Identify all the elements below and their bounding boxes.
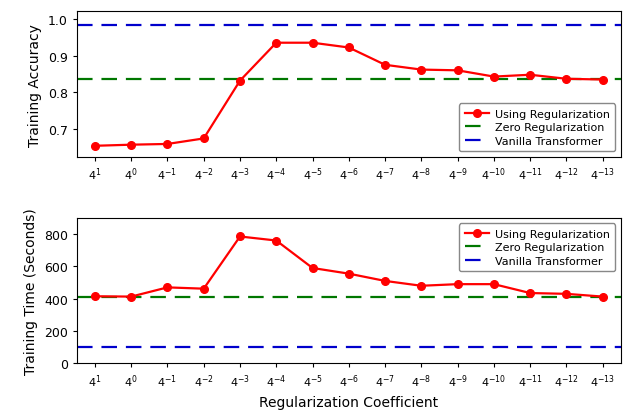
- Y-axis label: Training Accuracy: Training Accuracy: [28, 24, 42, 146]
- Using Regularization: [127, 294, 135, 299]
- Using Regularization: [200, 287, 207, 292]
- Legend: Using Regularization, Zero Regularization, Vanilla Transformer: Using Regularization, Zero Regularizatio…: [459, 104, 615, 152]
- Using Regularization: [345, 46, 353, 51]
- Zero Regularization: [91, 295, 99, 300]
- Using Regularization: [490, 282, 498, 287]
- Using Regularization: [526, 73, 534, 78]
- Using Regularization: [454, 282, 461, 287]
- X-axis label: Regularization Coefficient: Regularization Coefficient: [259, 394, 438, 408]
- Using Regularization: [127, 143, 135, 148]
- Using Regularization: [236, 235, 244, 240]
- Using Regularization: [381, 279, 389, 284]
- Zero Regularization: [127, 295, 135, 300]
- Using Regularization: [599, 294, 607, 299]
- Using Regularization: [563, 77, 570, 82]
- Vanilla Transformer: [91, 345, 99, 350]
- Line: Using Regularization: Using Regularization: [91, 233, 607, 301]
- Using Regularization: [164, 142, 172, 147]
- Using Regularization: [417, 284, 425, 289]
- Using Regularization: [417, 68, 425, 73]
- Line: Using Regularization: Using Regularization: [91, 40, 607, 150]
- Zero Regularization: [91, 78, 99, 83]
- Using Regularization: [273, 238, 280, 243]
- Using Regularization: [236, 79, 244, 84]
- Using Regularization: [345, 271, 353, 276]
- Using Regularization: [200, 137, 207, 142]
- Using Regularization: [91, 144, 99, 149]
- Legend: Using Regularization, Zero Regularization, Vanilla Transformer: Using Regularization, Zero Regularizatio…: [459, 224, 615, 272]
- Using Regularization: [490, 75, 498, 80]
- Zero Regularization: [127, 78, 135, 83]
- Using Regularization: [563, 292, 570, 297]
- Vanilla Transformer: [127, 24, 135, 28]
- Vanilla Transformer: [91, 24, 99, 28]
- Vanilla Transformer: [127, 345, 135, 350]
- Using Regularization: [91, 294, 99, 299]
- Using Regularization: [308, 41, 316, 46]
- Using Regularization: [526, 291, 534, 296]
- Y-axis label: Training Time (Seconds): Training Time (Seconds): [24, 208, 38, 374]
- Using Regularization: [164, 285, 172, 290]
- Using Regularization: [599, 78, 607, 83]
- Using Regularization: [381, 63, 389, 68]
- Using Regularization: [308, 266, 316, 271]
- Using Regularization: [454, 69, 461, 74]
- Using Regularization: [273, 41, 280, 46]
